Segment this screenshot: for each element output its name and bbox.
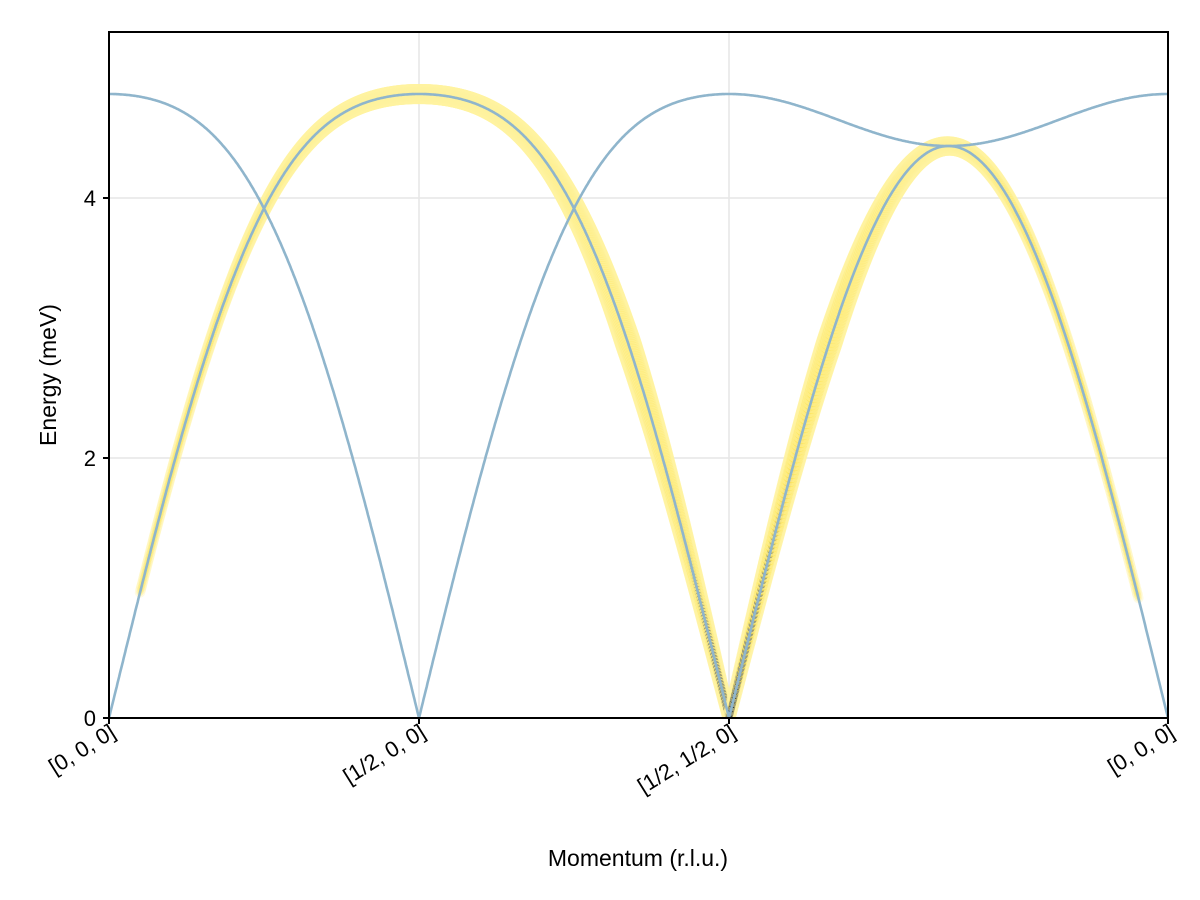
branch-main-curve xyxy=(109,92,1168,718)
y-axis-ticks: 0 2 4 xyxy=(84,186,109,731)
y-tick-label: 4 xyxy=(84,186,96,211)
dispersion-curves xyxy=(109,92,1168,718)
y-tick-label: 2 xyxy=(84,446,96,471)
x-axis-label: Momentum (r.l.u.) xyxy=(548,845,728,871)
y-tick-label: 0 xyxy=(84,706,96,731)
plot-frame xyxy=(108,31,1169,719)
y-axis-label: Energy (meV) xyxy=(35,304,61,446)
